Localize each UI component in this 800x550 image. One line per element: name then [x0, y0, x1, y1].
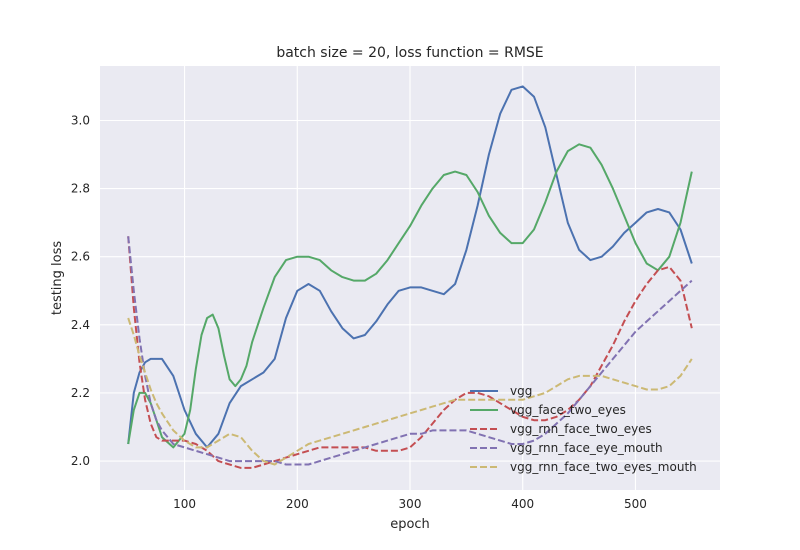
legend-label-2: vgg_face_two_eyes — [510, 403, 626, 417]
tick-labels: 100 200 300 400 500 2.0 2.2 2.4 2.6 2.8 3.0 — [71, 113, 647, 511]
y-tick-label: 2.6 — [71, 250, 90, 264]
series-lines — [127, 85, 693, 469]
x-tick-label: 100 — [173, 497, 196, 511]
x-tick-label: 200 — [286, 497, 309, 511]
grid — [100, 66, 720, 490]
chart-title: batch size = 20, loss function = RMSE — [276, 45, 543, 61]
series-line-2 — [127, 143, 693, 449]
legend-label-4: vgg_rnn_face_eye_mouth — [510, 441, 663, 455]
x-tick-label: 300 — [399, 497, 422, 511]
legend-label-1: vgg — [510, 384, 532, 398]
y-tick-label: 2.2 — [71, 386, 90, 400]
legend-label-3: vgg_rnn_face_two_eyes — [510, 422, 652, 436]
x-axis-label: epoch — [390, 517, 430, 532]
y-tick-label: 2.4 — [71, 318, 90, 332]
y-tick-label: 2.0 — [71, 454, 90, 468]
series-line-5 — [127, 317, 693, 466]
x-tick-label: 400 — [511, 497, 534, 511]
y-tick-label: 3.0 — [71, 113, 90, 127]
y-tick-label: 2.8 — [71, 182, 90, 196]
series-line-4 — [127, 236, 693, 466]
series-line-3 — [127, 236, 693, 469]
legend-label-5: vgg_rnn_face_two_eyes_mouth — [510, 460, 697, 474]
legend: vgg vgg_face_two_eyes vgg_rnn_face_two_eye… — [470, 384, 697, 474]
x-tick-label: 500 — [624, 497, 647, 511]
y-axis-label: testing loss — [50, 241, 65, 316]
series-line-1 — [127, 85, 693, 449]
